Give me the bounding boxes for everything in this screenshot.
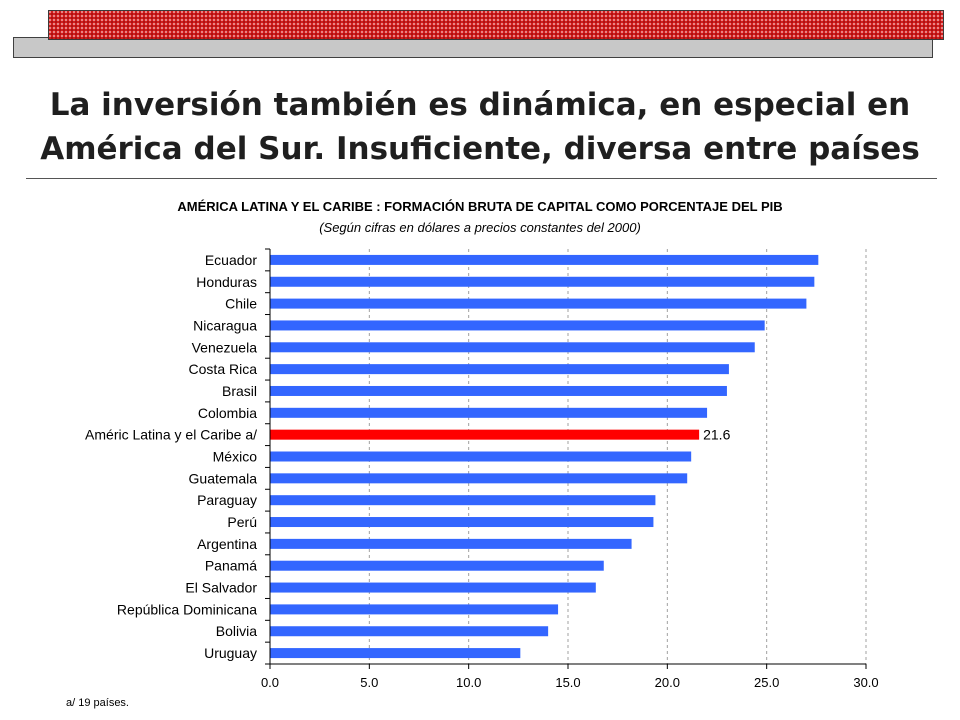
x-tick-label: 0.0 <box>261 675 279 690</box>
x-tick-label: 5.0 <box>360 675 378 690</box>
x-tick-label: 30.0 <box>853 675 878 690</box>
data-label: 21.6 <box>703 427 730 443</box>
category-label: Panamá <box>205 558 257 574</box>
bar <box>270 451 692 462</box>
category-label: Bolivia <box>216 623 257 639</box>
bar <box>270 407 708 418</box>
bar-highlight <box>270 429 700 440</box>
slide-title-line-2: América del Sur. Insuficiente, diversa e… <box>40 131 920 167</box>
category-label: Guatemala <box>189 470 258 486</box>
title-divider <box>26 178 937 179</box>
bar <box>270 473 688 484</box>
bar <box>270 320 765 331</box>
bar <box>270 648 521 659</box>
category-label: El Salvador <box>185 580 257 596</box>
bar <box>270 276 815 287</box>
category-label: Chile <box>225 296 257 312</box>
slide-title-line-1: La inversión también es dinámica, en esp… <box>49 87 911 123</box>
category-label: Colombia <box>198 405 257 421</box>
bar <box>270 604 559 615</box>
category-label: Argentina <box>197 536 257 552</box>
x-tick-label: 10.0 <box>456 675 481 690</box>
category-label: Perú <box>227 514 257 530</box>
category-label: Costa Rica <box>189 361 258 377</box>
category-label: México <box>213 449 258 465</box>
category-label: Nicaragua <box>193 317 257 333</box>
bar <box>270 582 596 593</box>
category-label: Uruguay <box>204 645 257 661</box>
bar <box>270 517 654 528</box>
category-label: Ecuador <box>205 252 257 268</box>
bar <box>270 254 819 265</box>
x-tick-label: 15.0 <box>555 675 580 690</box>
category-label: Améric Latina y el Caribe a/ <box>85 427 257 443</box>
category-label: República Dominicana <box>117 601 257 617</box>
header-decorative-band <box>48 10 944 40</box>
chart-subtitle: (Según cifras en dólares a precios const… <box>319 220 641 235</box>
bar <box>270 538 632 549</box>
bar <box>270 560 604 571</box>
x-tick-label: 20.0 <box>655 675 680 690</box>
category-label: Brasil <box>222 383 257 399</box>
category-label: Paraguay <box>197 492 257 508</box>
slide-title: La inversión también es dinámica, en esp… <box>0 83 960 171</box>
bar <box>270 342 755 353</box>
bar <box>270 298 807 309</box>
chart-title: AMÉRICA LATINA Y EL CARIBE : FORMACIÓN B… <box>177 199 783 214</box>
bar <box>270 364 729 375</box>
bar <box>270 626 549 637</box>
bar <box>270 495 656 506</box>
footnote: a/ 19 países. <box>66 697 129 709</box>
category-label: Honduras <box>196 274 257 290</box>
category-label: Venezuela <box>192 339 258 355</box>
bar <box>270 385 727 396</box>
x-tick-label: 25.0 <box>754 675 779 690</box>
